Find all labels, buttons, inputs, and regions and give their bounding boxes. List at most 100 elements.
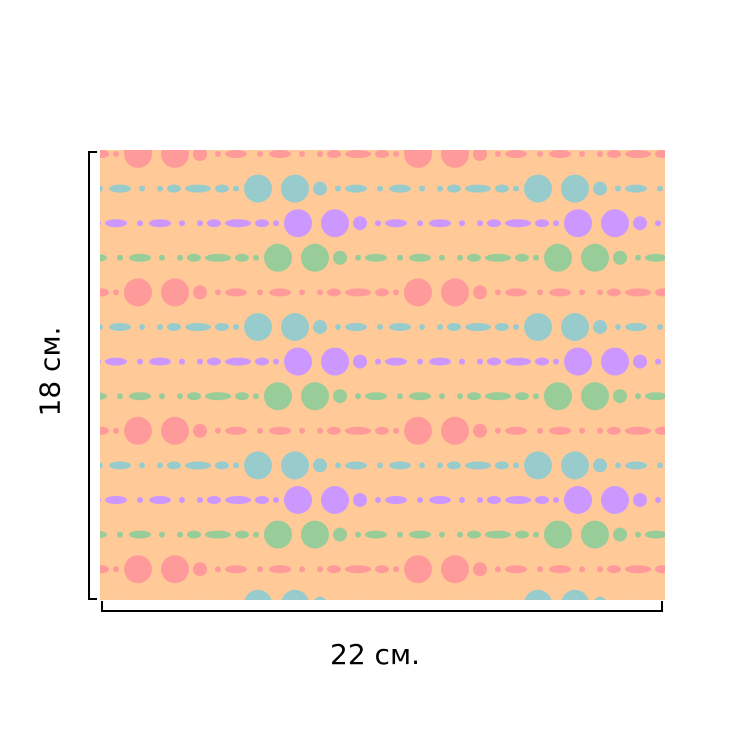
green-dot (355, 254, 361, 261)
green-dot (439, 531, 445, 538)
teal-dot (167, 184, 181, 193)
purple-dot (709, 219, 731, 227)
purple-dot (321, 486, 349, 514)
pink-dot (299, 151, 305, 157)
green-dot (100, 530, 107, 539)
purple-dot (100, 220, 101, 226)
purple-dot (207, 219, 221, 228)
purple-dot (429, 219, 451, 228)
pink-dot (225, 565, 247, 574)
green-dot (205, 253, 231, 262)
green-dot (645, 253, 665, 262)
purple-dot (535, 496, 549, 504)
pink-dot (597, 151, 603, 157)
teal-dot (389, 184, 411, 193)
teal-dot (139, 324, 145, 330)
pink-dot (625, 565, 651, 574)
pink-dot (375, 150, 389, 158)
green-dot (333, 389, 347, 404)
teal-dot (313, 320, 327, 334)
pink-dot (473, 285, 487, 300)
teal-dot (185, 461, 211, 470)
pink-dot (299, 566, 305, 573)
green-dot (613, 250, 627, 265)
green-dot (264, 382, 292, 411)
pink-dot (684, 417, 712, 445)
teal-dot (513, 324, 519, 330)
purple-dot (321, 347, 349, 376)
green-dot (409, 392, 431, 401)
purple-dot (633, 216, 647, 231)
teal-dot (451, 599, 457, 600)
purple-dot (197, 358, 203, 365)
purple-dot (665, 219, 687, 227)
purple-dot (207, 357, 221, 366)
pink-dot (193, 150, 207, 161)
teal-dot (513, 462, 519, 469)
purple-dot (225, 219, 251, 228)
green-dot (457, 531, 463, 538)
purple-dot (385, 357, 407, 366)
pink-dot (317, 427, 323, 434)
green-dot (129, 253, 151, 262)
teal-dot (669, 323, 691, 331)
teal-dot (717, 186, 723, 192)
purple-dot (105, 219, 127, 228)
width-label: 22 см. (330, 638, 420, 671)
green-dot (301, 243, 329, 272)
green-dot (75, 532, 81, 538)
teal-dot (281, 589, 309, 600)
pink-dot (100, 426, 109, 435)
pink-dot (257, 427, 263, 434)
teal-dot (157, 462, 163, 469)
pink-dot (113, 566, 119, 573)
purple-dot (477, 220, 483, 227)
green-dot (635, 531, 641, 538)
purple-dot (255, 219, 269, 228)
teal-dot (377, 462, 383, 469)
pink-dot (100, 150, 109, 158)
teal-dot (465, 461, 491, 470)
pink-dot (193, 562, 207, 577)
pink-dot (65, 427, 91, 435)
teal-dot (524, 451, 552, 480)
pink-dot (161, 416, 189, 445)
purple-dot (459, 497, 465, 503)
pink-dot (317, 566, 323, 573)
teal-dot (513, 185, 519, 192)
purple-dot (487, 219, 501, 228)
teal-dot (561, 313, 589, 341)
teal-dot (65, 600, 87, 608)
purple-dot (73, 355, 87, 369)
purple-dot (505, 219, 531, 228)
purple-dot (477, 358, 483, 365)
green-dot (129, 392, 151, 401)
pink-dot (607, 150, 621, 158)
teal-dot (65, 323, 87, 331)
pink-dot (607, 426, 621, 435)
green-dot (177, 531, 183, 538)
pink-dot (673, 289, 679, 295)
teal-dot (377, 185, 383, 192)
green-dot (159, 531, 165, 538)
teal-dot (699, 324, 705, 330)
teal-dot (65, 185, 87, 193)
teal-dot (335, 462, 341, 469)
green-dot (544, 382, 572, 411)
pink-dot (317, 289, 323, 296)
green-dot (355, 393, 361, 400)
pink-dot (441, 278, 469, 307)
teal-dot (495, 323, 509, 331)
purple-dot (697, 359, 703, 365)
pink-dot (673, 566, 679, 572)
pink-dot (404, 416, 432, 445)
teal-dot (447, 461, 461, 470)
pink-dot (393, 427, 399, 434)
purple-dot (273, 358, 279, 365)
purple-dot (601, 347, 629, 376)
green-dot (205, 392, 231, 401)
teal-dot (615, 462, 621, 469)
green-dot (485, 530, 511, 539)
teal-dot (233, 601, 239, 607)
teal-dot (335, 601, 341, 607)
